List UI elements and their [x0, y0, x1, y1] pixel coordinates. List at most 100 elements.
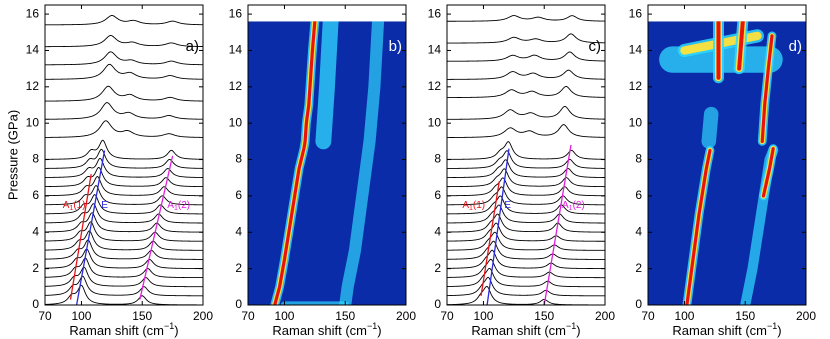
spectrum: [45, 257, 203, 279]
x-tick-label: 70: [440, 309, 454, 323]
y-tick-label: 8: [434, 152, 441, 166]
spectrum: [447, 213, 605, 233]
spectra: [45, 15, 203, 305]
spectrum: [45, 275, 203, 297]
x-axis-label: Raman shift (cm−1): [272, 321, 381, 338]
y-tick-label: 10: [428, 115, 442, 129]
x-axis-label-text: Raman shift (cm: [471, 323, 566, 338]
spectrum: [45, 194, 203, 215]
y-tick-label: 8: [235, 152, 242, 166]
y-tick-label: 4: [434, 224, 441, 238]
y-tick-label: 16: [26, 6, 40, 20]
peak-label-main: E: [504, 200, 511, 211]
peak-trend-line: [480, 181, 500, 297]
y-tick-label: 6: [235, 188, 242, 202]
peak-trend-line: [139, 155, 174, 300]
peak-label-suffix: (2): [573, 200, 585, 211]
x-tick-label: 150: [735, 309, 755, 323]
heat-ridge: [737, 21, 745, 71]
spectrum: [45, 239, 203, 260]
spectrum: [447, 105, 605, 120]
y-tick-label: 2: [235, 261, 242, 275]
x-axis-label-sup: −1: [767, 321, 777, 331]
panel-label: d): [789, 38, 802, 55]
peak-label-main: A: [63, 200, 70, 211]
y-tick-label: 14: [229, 43, 243, 57]
y-tick-label: 12: [26, 79, 40, 93]
peak-trend-line: [75, 150, 106, 306]
x-tick-label: 100: [473, 309, 493, 323]
panel: 0 2 4 6 8 10 12 14 16 70 100 150 200 Raman shift (cm−…: [229, 4, 416, 338]
axes-frame: [44, 4, 204, 306]
peak-label-sub: 1: [69, 205, 73, 212]
y-tick-label: 16: [229, 6, 243, 20]
spectrum: [447, 276, 605, 297]
heat-ridge: [685, 148, 712, 305]
y-tick-label: 0: [434, 297, 441, 311]
x-axis-label: Raman shift (cm−1): [672, 321, 781, 338]
y-tick-label: 2: [434, 261, 441, 275]
spectrum: [45, 148, 203, 169]
y-tick-label: 14: [428, 43, 442, 57]
y-axis-label: Pressure (GPa): [5, 110, 20, 200]
spectrum: [447, 267, 605, 288]
spectrum: [447, 168, 605, 188]
y-tick-label: 12: [428, 79, 442, 93]
x-axis-label-text: Raman shift (cm: [272, 323, 367, 338]
spectrum: [45, 266, 203, 288]
peak-label: A1(1): [462, 200, 485, 212]
spectrum: [45, 230, 203, 251]
y-tick-label: 0: [235, 297, 242, 311]
axes-frame: [446, 4, 606, 306]
x-axis-label-end: ): [174, 323, 178, 338]
x-tick-label: 70: [241, 309, 255, 323]
spectrum: [45, 221, 203, 242]
spectrum: [45, 248, 203, 269]
spectrum: [447, 141, 605, 160]
peak-label: A1(2): [167, 200, 190, 212]
spectrum: [45, 212, 203, 233]
heatmap: [248, 21, 406, 305]
spectrum: [45, 63, 203, 80]
spectrum: [447, 159, 605, 178]
y-tick-label: 6: [434, 188, 441, 202]
y-tick-label: 8: [635, 152, 642, 166]
peak-label-main: A: [167, 200, 174, 211]
heat-ridge: [339, 21, 385, 305]
peak-trend-line: [69, 173, 92, 300]
spectrum: [45, 15, 203, 26]
x-tick-label: 200: [595, 309, 615, 323]
spectrum: [45, 176, 203, 197]
spectrum: [447, 177, 605, 197]
x-tick-label: 200: [396, 309, 416, 323]
y-tick-label: 12: [229, 79, 243, 93]
panel-label: a): [186, 38, 199, 55]
peak-label-main: E: [101, 200, 108, 211]
x-tick-label: 100: [274, 309, 294, 323]
peak-label: E: [504, 200, 511, 211]
y-tick-label: 4: [235, 224, 242, 238]
peak-label: A1(2): [562, 200, 585, 212]
spectrum: [45, 185, 203, 206]
peak-label-sub: 1: [569, 205, 573, 212]
panel-label: b): [389, 38, 402, 55]
y-tick-label: 0: [635, 297, 642, 311]
x-axis-label-end: ): [377, 323, 381, 338]
spectrum: [447, 231, 605, 251]
spectrum: [45, 51, 203, 66]
spectrum: [447, 222, 605, 242]
spectrum: [447, 258, 605, 279]
spectrum: [447, 69, 605, 80]
heat-ridge: [315, 21, 339, 150]
heat-ridge: [701, 106, 719, 149]
heat-ridge: [760, 34, 774, 143]
spectrum: [447, 249, 605, 269]
x-tick-label: 100: [71, 309, 91, 323]
heat-ridge: [761, 147, 775, 198]
spectrum: [447, 85, 605, 99]
x-tick-label: 200: [796, 309, 816, 323]
